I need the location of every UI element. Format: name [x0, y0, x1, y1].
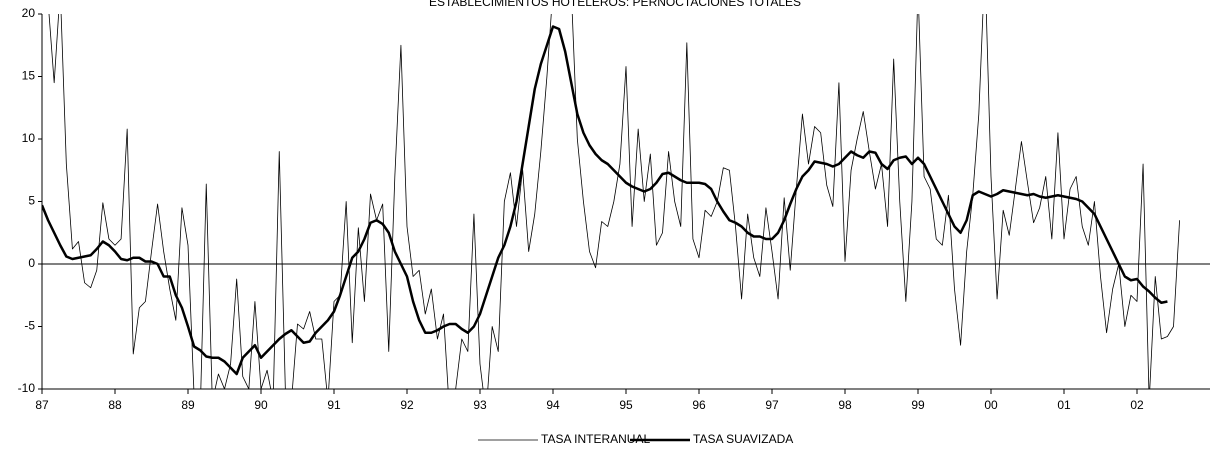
- chart-title: ESTABLECIMIENTOS HOTELEROS: PERNOCTACION…: [429, 0, 801, 9]
- x-tick-label: 87: [35, 398, 49, 412]
- x-tick-label: 90: [254, 398, 268, 412]
- x-tick-label: 95: [619, 398, 633, 412]
- x-tick-label: 91: [327, 398, 341, 412]
- x-tick-label: 99: [911, 398, 925, 412]
- plot-area: [42, 14, 1180, 389]
- x-tick-label: 93: [473, 398, 487, 412]
- y-tick-label: 5: [28, 194, 35, 208]
- x-tick-label: 92: [400, 398, 414, 412]
- x-tick-label: 98: [838, 398, 852, 412]
- x-tick-label: 01: [1057, 398, 1071, 412]
- y-tick-label: -5: [24, 319, 35, 333]
- y-tick-label: 10: [22, 131, 36, 145]
- x-tick-label: 97: [765, 398, 779, 412]
- x-tick-label: 89: [181, 398, 195, 412]
- x-tick-label: 00: [984, 398, 998, 412]
- y-tick-label: 20: [22, 6, 36, 20]
- y-tick-label: 15: [22, 69, 36, 83]
- x-tick-label: 96: [692, 398, 706, 412]
- legend-label: TASA SUAVIZADA: [693, 432, 793, 446]
- y-tick-label: 0: [28, 256, 35, 270]
- legend-label: TASA INTERANUAL: [541, 432, 650, 446]
- x-tick-label: 02: [1130, 398, 1144, 412]
- series-line: [48, 14, 1180, 389]
- x-tick-label: 94: [546, 398, 560, 412]
- y-tick-label: -10: [18, 381, 36, 395]
- x-tick-label: 88: [108, 398, 122, 412]
- series-line: [42, 25, 1168, 376]
